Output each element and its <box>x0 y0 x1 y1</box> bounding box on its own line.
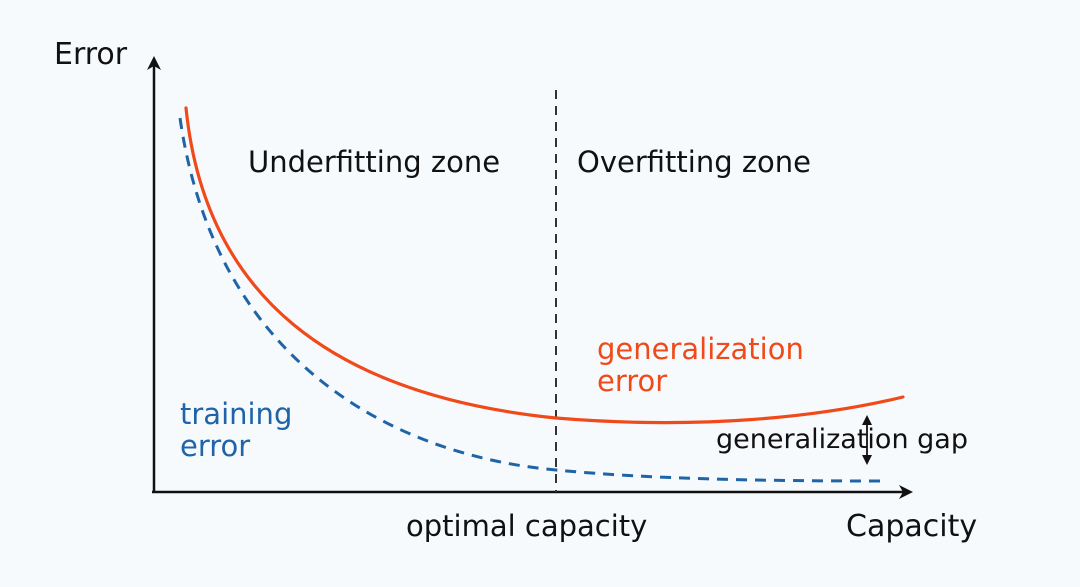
x-axis-label: Capacity <box>846 509 978 544</box>
generalization-error-label-line1: generalization <box>597 332 804 366</box>
x-axis-arrowhead <box>899 485 913 499</box>
optimal-capacity-label: optimal capacity <box>406 509 648 543</box>
y-axis-label: Error <box>54 37 128 72</box>
underfitting-zone-label: Underfitting zone <box>248 145 501 179</box>
generalization-error-label: generalization error <box>597 332 804 398</box>
y-axis-arrowhead <box>147 56 161 70</box>
generalization-gap-label: generalization gap <box>716 424 968 455</box>
generalization-error-label-line2: error <box>597 363 668 398</box>
generalization-error-curve <box>184 106 905 425</box>
training-error-curve <box>178 117 881 483</box>
overfitting-zone-label: Overfitting zone <box>577 145 812 179</box>
training-error-label-line2: error <box>180 428 251 463</box>
training-error-label: training error <box>180 397 293 463</box>
training-error-label-line1: training <box>180 397 293 431</box>
